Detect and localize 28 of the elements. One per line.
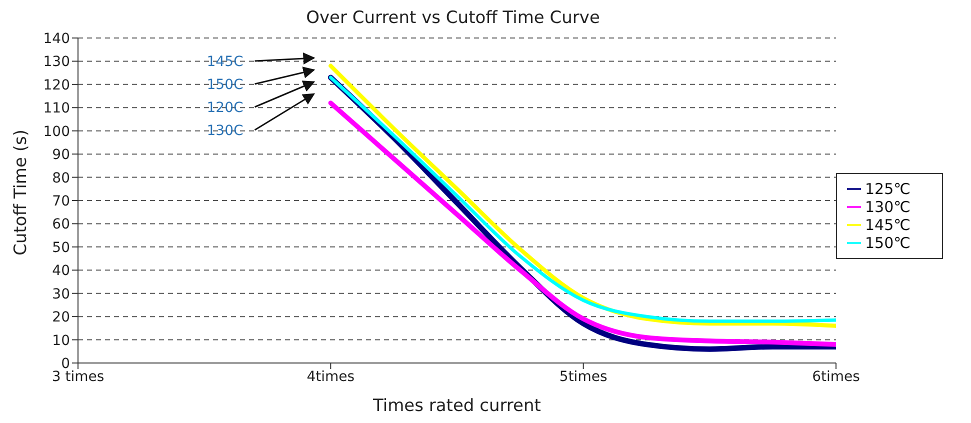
- y-tick-label: 50: [52, 240, 70, 256]
- y-tick-label: 30: [52, 286, 70, 302]
- annotation: 145C: [206, 54, 244, 70]
- y-tick-label: 20: [52, 310, 70, 326]
- legend-label: 145℃: [865, 216, 910, 234]
- y-axis-title: Cutoff Time (s): [11, 130, 32, 256]
- y-tick-label: 110: [43, 100, 70, 117]
- legend-label: 125℃: [865, 180, 910, 198]
- legend-label: 150℃: [865, 234, 910, 252]
- x-tick-label: 5times: [559, 368, 608, 385]
- y-tick-label: 140: [43, 30, 70, 47]
- y-tick-label: 40: [52, 263, 70, 280]
- y-tick-label: 70: [52, 193, 70, 210]
- y-tick-label: 80: [52, 170, 70, 186]
- y-tick-label: 60: [52, 216, 70, 233]
- annotation: 150C: [206, 77, 244, 93]
- y-tick-label: 130: [43, 54, 70, 70]
- y-tick-label: 120: [43, 77, 70, 94]
- x-tick-label: 4times: [306, 368, 355, 385]
- x-axis-title: Times rated current: [372, 396, 542, 416]
- legend-label: 130℃: [865, 198, 910, 216]
- y-tick-label: 10: [52, 332, 70, 349]
- annotation: 120C: [206, 100, 244, 116]
- x-tick-label: 6times: [812, 368, 860, 385]
- chart-title: Over Current vs Cutoff Time Curve: [305, 8, 601, 28]
- annotation: 130C: [206, 123, 244, 139]
- y-tick-label: 100: [43, 124, 70, 140]
- y-tick-label: 90: [52, 147, 70, 164]
